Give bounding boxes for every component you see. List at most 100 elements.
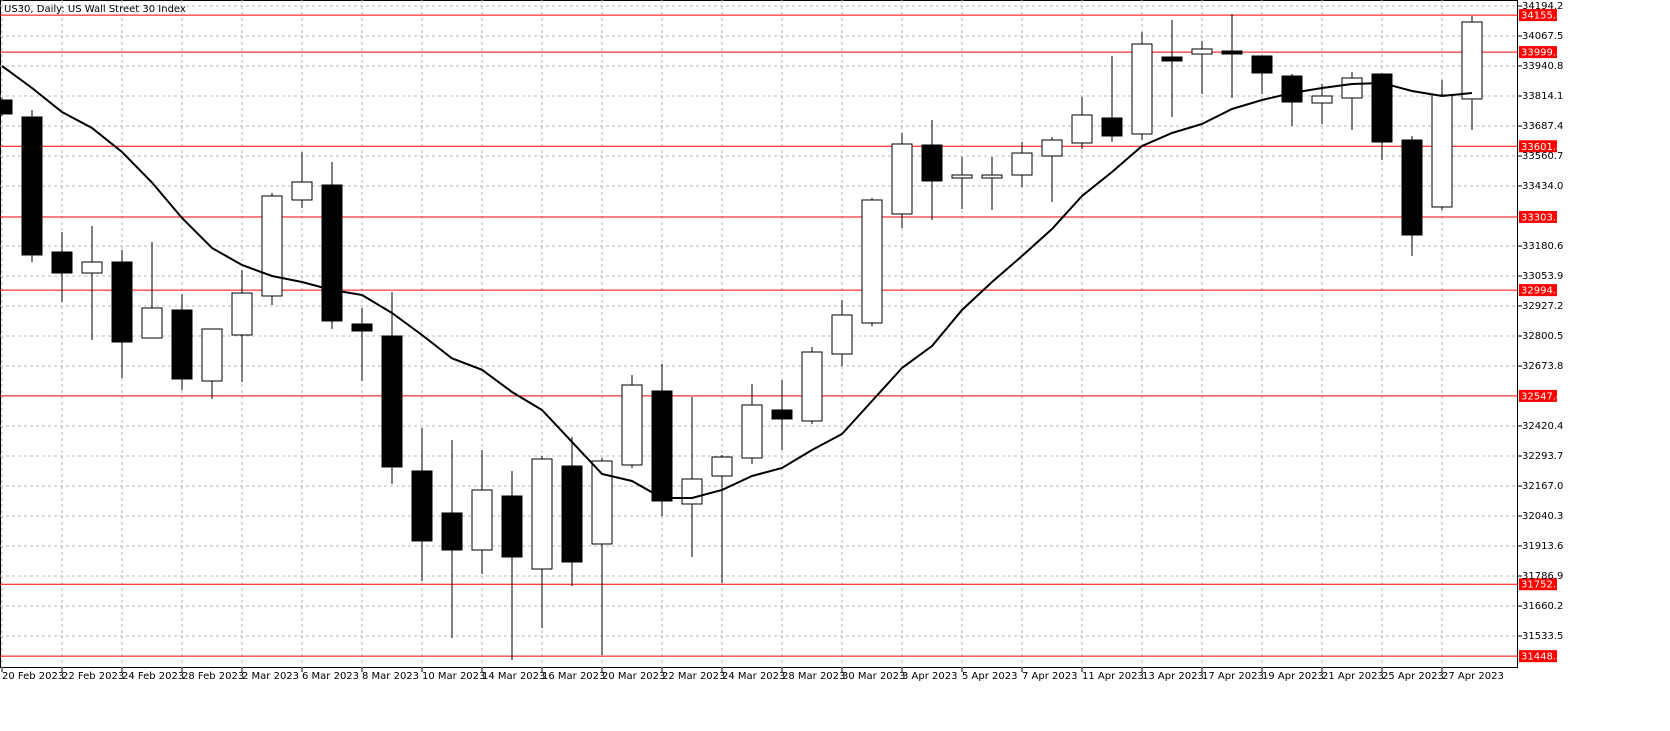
marks: [0, 13, 1483, 660]
y-tick-label: 32927.2: [1522, 301, 1563, 312]
x-tick-label: 19 Apr 2023: [1262, 671, 1324, 682]
plot-frame: [0, 0, 1518, 668]
y-tick-label: 33687.4: [1522, 121, 1563, 132]
level-label: 33999.5: [1521, 48, 1562, 59]
y-tick-label: 31786.9: [1522, 571, 1563, 582]
level-label: 31448.3: [1521, 652, 1562, 663]
x-tick-label: 6 Mar 2023: [302, 671, 359, 682]
candle-body: [1401, 139, 1423, 236]
candle-body: [441, 512, 463, 551]
level-label: 33303.2: [1521, 212, 1562, 223]
level-label-bg: [1519, 284, 1557, 297]
x-tick-label: 7 Apr 2023: [1022, 671, 1077, 682]
level-label-bg: [1519, 140, 1557, 153]
candle-body: [51, 251, 73, 274]
level-label-bg: [1519, 389, 1557, 402]
candle-body: [0, 99, 13, 115]
candle-body: [621, 384, 643, 466]
x-tick-label: 28 Feb 2023: [182, 671, 244, 682]
x-tick-label: 20 Feb 2023: [2, 671, 64, 682]
candle-body: [231, 292, 253, 336]
candle-body: [21, 116, 43, 256]
x-tick-label: 10 Mar 2023: [422, 671, 485, 682]
candle-body: [741, 404, 763, 459]
x-tick-label: 5 Apr 2023: [962, 671, 1017, 682]
y-tick-label: 34194.2: [1522, 1, 1563, 12]
levels: 34155.8 33999.5 33601.8 33303.2 32994.2 32547…: [0, 9, 1562, 663]
x-tick-label: 22 Mar 2023: [662, 671, 725, 682]
candle-body: [471, 489, 493, 551]
candle-body: [141, 307, 163, 339]
x-tick-label: 30 Mar 2023: [842, 671, 905, 682]
level-label: 32994.2: [1521, 286, 1562, 297]
x-tick-label: 24 Feb 2023: [122, 671, 184, 682]
candle-body: [1371, 73, 1393, 143]
x-tick-label: 14 Mar 2023: [482, 671, 545, 682]
candle-body: [951, 174, 973, 179]
x-tick-label: 28 Mar 2023: [782, 671, 845, 682]
level-label-bg: [1519, 210, 1557, 223]
candle-body: [1281, 75, 1303, 103]
y-tick-label: 33434.0: [1522, 181, 1563, 192]
level-label: 34155.8: [1521, 11, 1562, 22]
y-tick-label: 34067.5: [1522, 31, 1563, 42]
y-tick-label: 33814.1: [1522, 91, 1563, 102]
x-tick-label: 2 Mar 2023: [242, 671, 299, 682]
candle-body: [891, 143, 913, 215]
y-tick-label: 31660.2: [1522, 601, 1563, 612]
level-label-bg: [1519, 9, 1557, 22]
x-tick-label: 13 Apr 2023: [1142, 671, 1204, 682]
candle-body: [291, 181, 313, 201]
candle-body: [261, 195, 283, 297]
candle-body: [201, 328, 223, 382]
candle-body: [591, 460, 613, 545]
x-tick-label: 21 Apr 2023: [1322, 671, 1384, 682]
level-label: 31752.1: [1521, 580, 1562, 591]
x-tick-label: 20 Mar 2023: [602, 671, 665, 682]
candle-body: [1071, 114, 1093, 144]
x-tick-label: 8 Mar 2023: [362, 671, 419, 682]
candle-body: [861, 199, 883, 324]
candle-body: [1191, 48, 1213, 55]
y-tick-label: 33180.6: [1522, 241, 1563, 252]
candle-body: [411, 470, 433, 542]
candle-body: [711, 456, 733, 477]
y-tick-label: 32040.3: [1522, 511, 1563, 522]
moving-average-line: [1, 65, 1473, 499]
candle-body: [561, 465, 583, 563]
candle-body: [681, 478, 703, 505]
candle-body: [771, 409, 793, 420]
candle-body: [1251, 55, 1273, 74]
candle-body: [111, 261, 133, 343]
candle-body: [831, 314, 853, 355]
candle-body: [1161, 56, 1183, 62]
x-tick-label: 25 Apr 2023: [1382, 671, 1444, 682]
candle-body: [171, 309, 193, 380]
candle-body: [81, 261, 103, 274]
y-tick-label: 33053.9: [1522, 271, 1563, 282]
candle-body: [1461, 21, 1483, 100]
y-tick-label: 31533.5: [1522, 631, 1563, 642]
y-tick-label: 32800.5: [1522, 331, 1563, 342]
candle-body: [381, 335, 403, 468]
candle-body: [351, 323, 373, 332]
y-tick-label: 31913.6: [1522, 541, 1563, 552]
level-label-bg: [1519, 578, 1557, 591]
candle-body: [1221, 50, 1243, 55]
level-label: 32547.4: [1521, 391, 1562, 402]
axes: 34194.2 34067.5 33940.8 33814.1 33687.4 33560…: [1, 1, 1563, 682]
candle-body: [1431, 94, 1453, 208]
y-tick-label: 32293.7: [1522, 451, 1563, 462]
candle-body: [1101, 117, 1123, 137]
x-tick-label: 24 Mar 2023: [722, 671, 785, 682]
candle-body: [501, 495, 523, 558]
candle-body: [1041, 139, 1063, 157]
candle-body: [531, 458, 553, 570]
candle-body: [981, 174, 1003, 179]
y-tick-label: 32420.4: [1522, 421, 1563, 432]
candle-body: [1011, 152, 1033, 176]
x-tick-label: 3 Apr 2023: [902, 671, 957, 682]
y-tick-label: 32673.8: [1522, 361, 1563, 372]
chart-title: US30, Daily: US Wall Street 30 Index: [4, 4, 186, 15]
